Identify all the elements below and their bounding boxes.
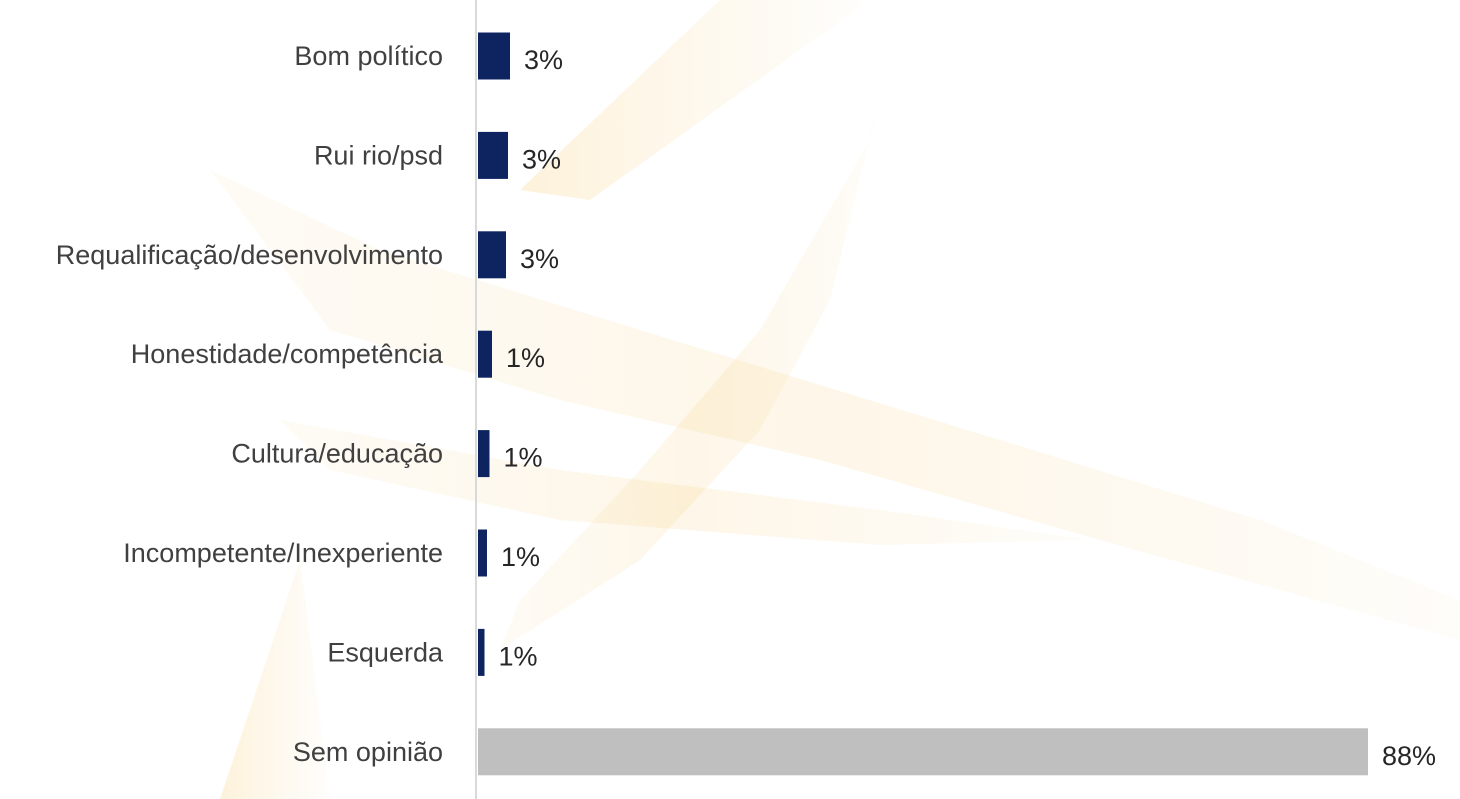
value-label: 1% [506, 343, 545, 373]
bars-layer: Bom político 3% Rui rio/psd 3% Requalificaçã… [56, 32, 1436, 776]
bar [478, 330, 492, 378]
category-label: Bom político [294, 41, 443, 71]
category-label: Incompetente/Inexperiente [123, 538, 443, 568]
bar [478, 231, 506, 279]
value-label: 3% [524, 45, 563, 75]
bar [478, 529, 487, 577]
bar [478, 131, 508, 179]
value-label: 88% [1382, 741, 1436, 771]
bar [478, 430, 490, 478]
category-label: Rui rio/psd [314, 140, 443, 170]
value-label: 1% [501, 542, 540, 572]
category-label: Esquerda [327, 637, 444, 667]
value-label: 1% [499, 641, 538, 671]
bar [478, 628, 485, 676]
value-label: 3% [520, 244, 559, 274]
bar [478, 728, 1368, 776]
category-label: Sem opinião [293, 737, 443, 767]
bar [478, 32, 510, 80]
category-label: Cultura/educação [231, 439, 443, 469]
category-label: Requalificação/desenvolvimento [56, 240, 443, 270]
value-label: 1% [504, 443, 543, 473]
value-label: 3% [522, 144, 561, 174]
category-label: Honestidade/competência [131, 339, 444, 369]
